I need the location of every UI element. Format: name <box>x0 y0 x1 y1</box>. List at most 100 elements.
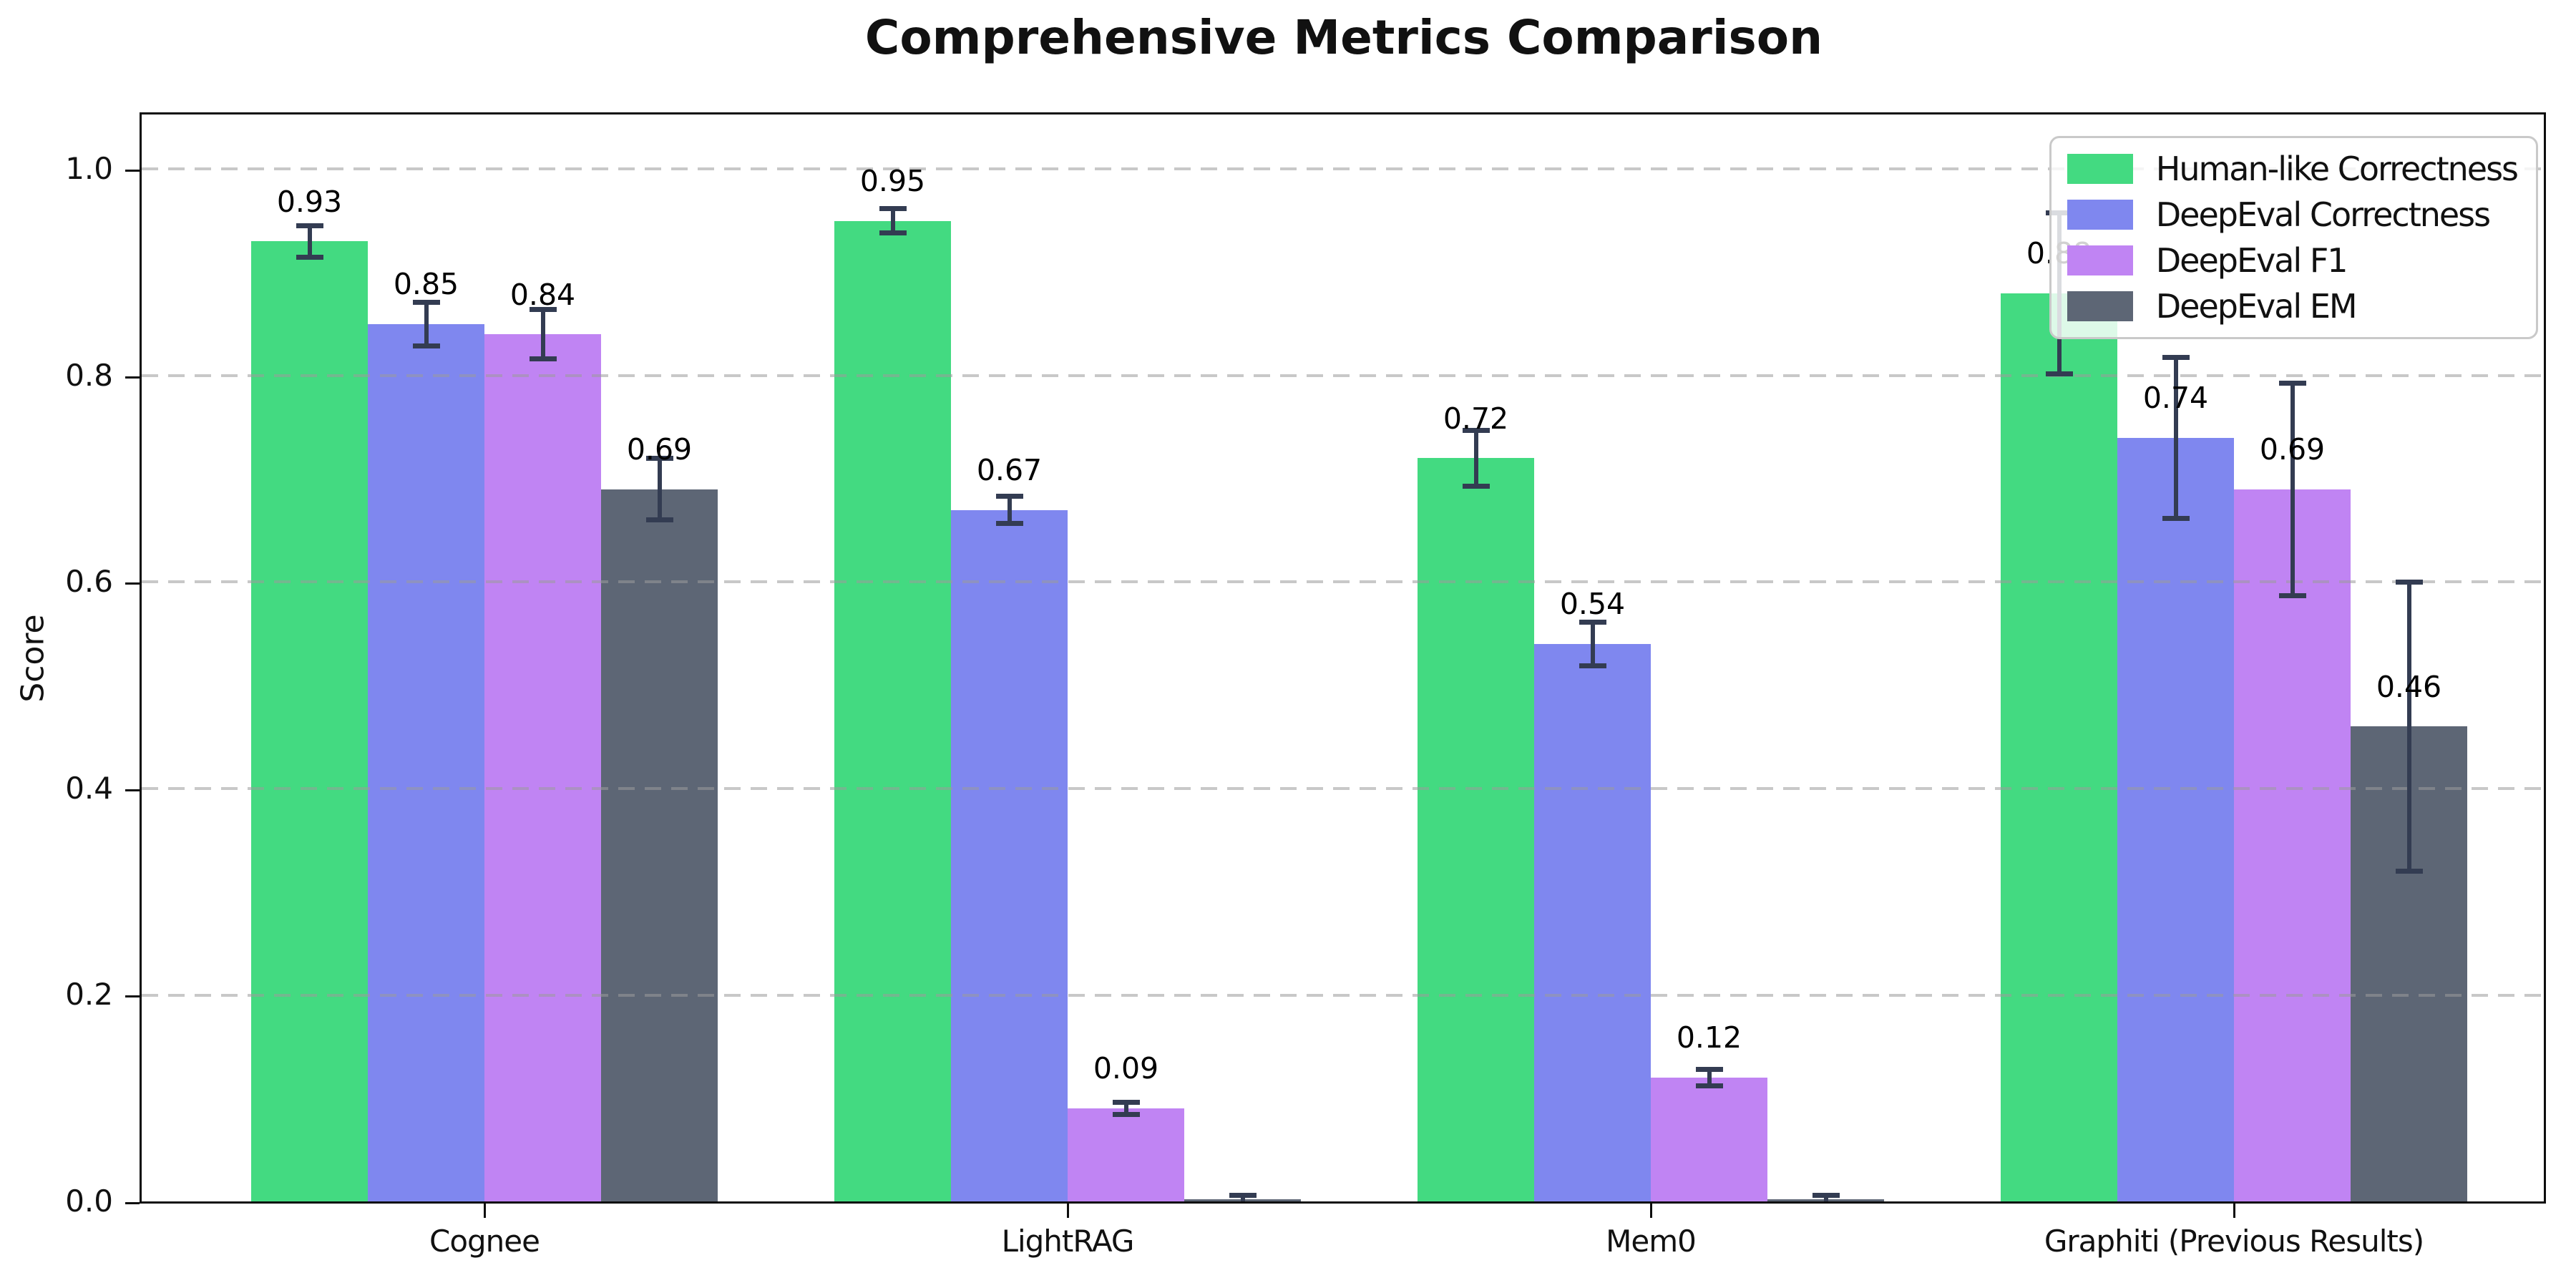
y-tick-mark <box>125 582 140 585</box>
bar-deepeval-em <box>601 489 718 1201</box>
error-cap-bottom <box>1112 1112 1140 1118</box>
error-cap-top <box>412 300 440 306</box>
bar-deepeval-f1 <box>2234 489 2351 1201</box>
value-label: 0.12 <box>1676 1020 1742 1055</box>
value-label: 0.85 <box>393 267 459 302</box>
legend-swatch-purple <box>2067 245 2133 275</box>
value-label: 0.67 <box>976 452 1043 487</box>
value-label: 0.54 <box>1559 587 1626 622</box>
bar-human-like-correctness <box>834 220 951 1201</box>
error-cap-top <box>1229 1192 1257 1198</box>
error-cap-bottom <box>1579 663 1606 668</box>
error-whisker <box>890 208 895 233</box>
error-whisker <box>2173 357 2178 519</box>
error-cap-top <box>1462 427 1490 433</box>
error-cap-bottom <box>2395 868 2423 874</box>
error-cap-top <box>2395 579 2423 585</box>
legend-item: DeepEval F1 <box>2067 241 2517 280</box>
error-cap-bottom <box>879 230 907 236</box>
legend-swatch-blue <box>2067 200 2133 230</box>
error-cap-top <box>1812 1192 1840 1198</box>
error-whisker <box>1240 1195 1245 1201</box>
error-cap-bottom <box>2278 592 2306 598</box>
error-cap-bottom <box>2162 515 2190 521</box>
error-whisker <box>1823 1195 1828 1201</box>
error-cap-top <box>2162 354 2190 360</box>
y-tick-label: 1.0 <box>65 151 113 187</box>
error-cap-top <box>995 494 1023 499</box>
x-tick-label-1: Cognee <box>429 1224 540 1259</box>
error-cap-top <box>879 205 907 211</box>
x-tick-mark <box>1649 1204 1652 1218</box>
gridline <box>142 786 2544 790</box>
y-tick-mark <box>125 170 140 172</box>
error-cap-bottom <box>1695 1083 1723 1088</box>
y-tick-label: 0.2 <box>65 977 113 1013</box>
error-cap-bottom <box>1462 483 1490 489</box>
value-label: 0.74 <box>2142 380 2209 415</box>
error-whisker <box>1590 622 1595 666</box>
bar-human-like-correctness <box>251 241 368 1201</box>
error-whisker <box>1707 1069 1712 1086</box>
y-axis-label: Score <box>14 614 52 703</box>
bar-deepeval-correctness <box>951 509 1068 1201</box>
y-tick-mark <box>125 1202 140 1204</box>
legend-item: DeepEval Correctness <box>2067 195 2517 234</box>
legend-label: DeepEval Correctness <box>2155 195 2491 234</box>
y-tick-label: 0.4 <box>65 770 113 806</box>
legend-label: DeepEval F1 <box>2155 241 2348 280</box>
error-cap-bottom <box>995 520 1023 526</box>
value-label: 0.69 <box>2259 431 2326 467</box>
value-label: 0.95 <box>859 163 926 198</box>
legend-item: Human-like Correctness <box>2067 150 2519 188</box>
value-label: 0.72 <box>1443 401 1509 436</box>
error-whisker <box>1473 430 1478 487</box>
error-cap-top <box>296 223 323 229</box>
error-whisker <box>657 458 662 520</box>
bar-deepeval-correctness <box>1534 644 1651 1201</box>
error-cap-top <box>1112 1100 1140 1106</box>
gridline <box>142 374 2544 377</box>
error-whisker <box>2290 383 2295 596</box>
y-tick-label: 0.0 <box>65 1184 113 1219</box>
x-tick-label-2: LightRAG <box>1001 1224 1135 1259</box>
value-label: 0.69 <box>626 431 693 467</box>
legend-label: DeepEval EM <box>2155 287 2358 326</box>
legend-swatch-gray <box>2067 291 2133 321</box>
error-cap-bottom <box>296 254 323 260</box>
bar-human-like-correctness <box>1418 458 1534 1201</box>
value-label: 0.09 <box>1093 1051 1159 1086</box>
value-label: 0.84 <box>509 277 576 312</box>
legend: Human-like Correctness DeepEval Correctn… <box>2049 136 2538 339</box>
legend-label: Human-like Correctness <box>2155 150 2519 188</box>
error-cap-bottom <box>529 356 557 362</box>
bar-deepeval-correctness <box>368 323 484 1201</box>
value-label: 0.46 <box>2376 669 2442 704</box>
x-tick-mark <box>2233 1204 2235 1218</box>
error-cap-top <box>1579 620 1606 625</box>
plot-area: 0.930.950.720.880.850.670.540.740.840.09… <box>140 112 2546 1204</box>
legend-item: DeepEval EM <box>2067 287 2517 326</box>
bar-deepeval-f1 <box>1068 1108 1184 1201</box>
error-cap-bottom <box>412 343 440 348</box>
error-whisker <box>540 309 545 359</box>
y-tick-mark <box>125 376 140 379</box>
error-cap-top <box>529 307 557 313</box>
bar-deepeval-f1 <box>1651 1077 1767 1201</box>
bar-human-like-correctness <box>2001 293 2117 1201</box>
error-cap-bottom <box>645 517 673 523</box>
error-whisker <box>1007 496 1012 524</box>
y-tick-label: 0.8 <box>65 357 113 393</box>
bar-deepeval-f1 <box>484 334 601 1201</box>
y-tick-mark <box>125 789 140 791</box>
error-whisker <box>2406 582 2411 872</box>
gridline <box>142 580 2544 584</box>
error-cap-top <box>2278 380 2306 386</box>
x-tick-label-3: Mem0 <box>1606 1224 1697 1259</box>
error-cap-bottom <box>2045 371 2073 376</box>
y-tick-mark <box>125 995 140 998</box>
error-whisker <box>307 225 312 258</box>
gridline <box>142 993 2544 997</box>
y-tick-label: 0.6 <box>65 564 113 600</box>
